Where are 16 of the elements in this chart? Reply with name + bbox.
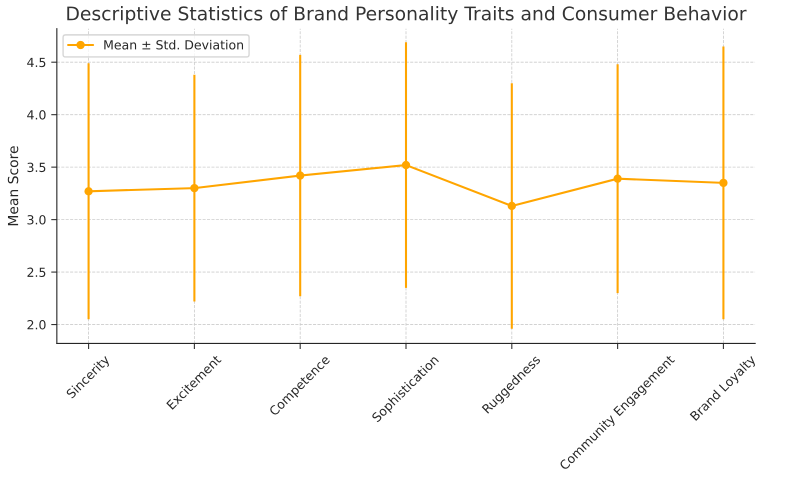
- point: [613, 174, 622, 183]
- legend-label: Mean ± Std. Deviation: [104, 40, 244, 50]
- point: [296, 171, 304, 180]
- y-tick-label: 2.0: [27, 320, 46, 330]
- y-tick-label: 3.5: [28, 162, 46, 172]
- point: [402, 160, 410, 170]
- y-tick-label: 4.0: [27, 110, 46, 120]
- point: [190, 184, 199, 192]
- y-tick-label: 4.5: [27, 58, 46, 68]
- point: [508, 202, 516, 210]
- chart-title: Descriptive Statistics of Brand Personality Traits and Consumer Behavior: [67, 6, 747, 24]
- point: [84, 187, 93, 196]
- y-tick-label: 3.0: [28, 215, 46, 225]
- y-axis-title: Mean Score: [8, 146, 18, 226]
- y-tick-label: 2.5: [27, 268, 46, 278]
- point: [719, 178, 728, 188]
